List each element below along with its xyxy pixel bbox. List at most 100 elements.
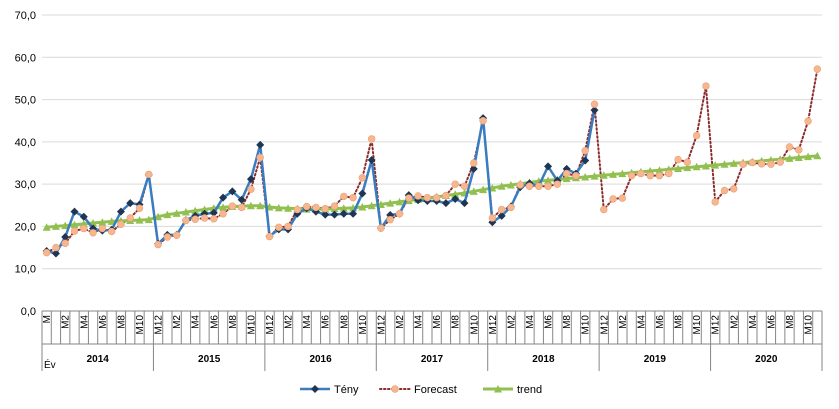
trend-point xyxy=(284,204,293,212)
x-month-label: M2 xyxy=(172,315,183,329)
x-month-label: M10 xyxy=(135,315,146,335)
trend-point xyxy=(692,162,701,171)
x-month-label: M12 xyxy=(488,315,499,335)
forecast-point xyxy=(516,181,524,189)
forecast-point xyxy=(739,160,747,168)
x-month-label: M10 xyxy=(581,315,592,335)
x-month-label: M10 xyxy=(469,315,480,335)
forecast-point xyxy=(507,203,515,212)
x-month-label: M12 xyxy=(154,315,165,335)
forecast-point xyxy=(349,193,357,202)
y-tick-label: 40,0 xyxy=(15,137,36,149)
forecast-point xyxy=(265,232,274,241)
forecast-point xyxy=(247,185,255,193)
forecast-point xyxy=(730,185,738,193)
trend-point xyxy=(200,205,209,214)
y-tick-label: 70,0 xyxy=(15,10,36,22)
series-group xyxy=(42,65,822,258)
forecast-point xyxy=(145,170,153,179)
trend-point xyxy=(246,201,255,210)
trend-point xyxy=(191,206,200,215)
trend-point xyxy=(590,172,599,180)
x-month-label: M8 xyxy=(562,315,573,329)
x-month-label: M8 xyxy=(116,315,127,329)
trend-point xyxy=(61,221,70,230)
trend-point xyxy=(785,154,794,162)
forecast-point xyxy=(80,224,88,233)
x-year-label: 2014 xyxy=(87,354,110,365)
forecast-point xyxy=(358,174,367,182)
y-tick-label: 0,0 xyxy=(21,306,36,318)
forecast-point xyxy=(395,210,404,218)
forecast-point xyxy=(182,216,190,225)
trend-point xyxy=(163,210,172,219)
teny-point xyxy=(237,195,246,204)
y-axis: 0,0 10,0 20,0 30,0 40,0 50,0 60,0 70,0 xyxy=(15,10,36,318)
teny-point xyxy=(460,199,469,208)
teny-point xyxy=(339,209,348,218)
teny-point xyxy=(79,212,88,221)
forecast-point xyxy=(405,194,413,202)
x-month-label: M4 xyxy=(748,315,759,329)
forecast-point xyxy=(302,202,311,211)
forecast-point xyxy=(813,65,822,73)
forecast-point xyxy=(172,231,181,240)
x-month-label: M2 xyxy=(729,315,740,329)
forecast-point xyxy=(692,131,701,140)
legend-forecast-marker xyxy=(391,385,399,393)
trend-point xyxy=(367,201,376,210)
forecast-point xyxy=(191,215,199,223)
teny-point xyxy=(349,209,358,218)
forecast-point xyxy=(432,193,441,202)
x-month-label: M6 xyxy=(655,315,666,329)
trend-point xyxy=(181,208,190,216)
x-month-label: M10 xyxy=(692,315,703,335)
trend-point xyxy=(562,174,571,183)
forecast-point xyxy=(386,215,394,224)
y-tick-label: 20,0 xyxy=(15,221,36,233)
forecast-point xyxy=(377,224,385,232)
trend-point xyxy=(135,216,144,224)
legend-teny-marker xyxy=(311,385,319,393)
forecast-point xyxy=(321,204,329,213)
x-month-label: M4 xyxy=(302,315,313,329)
x-year-label: 2017 xyxy=(421,354,444,365)
teny-point xyxy=(321,210,330,219)
trend-point xyxy=(701,161,710,170)
teny-point xyxy=(469,164,478,173)
forecast-point xyxy=(600,205,608,214)
teny-point xyxy=(228,187,237,196)
forecast-point xyxy=(107,227,116,236)
x-axis: M M2 M4 M6 M8 M10 M12 M2 M4 M6 M8 M10 M12 M2 M4 M6 M8 M10… xyxy=(41,311,823,371)
teny-point xyxy=(219,193,228,202)
trend-point xyxy=(794,153,803,162)
forecast-point xyxy=(237,203,246,212)
legend: Tény Forecast trend xyxy=(300,384,542,396)
trend-point xyxy=(172,209,181,217)
trend-point xyxy=(804,152,813,161)
trend-point xyxy=(581,172,590,181)
forecast-point xyxy=(590,100,599,108)
trend-point xyxy=(395,197,404,206)
teny-point xyxy=(441,199,450,208)
forecast-point xyxy=(572,171,580,180)
forecast-point xyxy=(553,180,562,188)
x-month-label: M6 xyxy=(544,315,555,329)
x-month-label: M12 xyxy=(376,315,387,335)
trend-point xyxy=(497,182,506,190)
forecast-point xyxy=(776,158,784,166)
forecast-point xyxy=(89,229,97,237)
trend-point xyxy=(51,222,60,230)
gridlines xyxy=(42,14,822,312)
legend-trend-marker xyxy=(494,385,502,393)
legend-forecast-label: Forecast xyxy=(414,384,457,396)
forecast-point xyxy=(795,146,803,154)
trend-point xyxy=(506,180,515,189)
trend-point xyxy=(107,217,116,225)
forecast-point xyxy=(154,240,162,249)
y-tick-label: 10,0 xyxy=(15,264,36,276)
forecast-point xyxy=(488,214,497,222)
teny-point xyxy=(367,156,376,165)
x-month-label: M12 xyxy=(599,315,610,335)
